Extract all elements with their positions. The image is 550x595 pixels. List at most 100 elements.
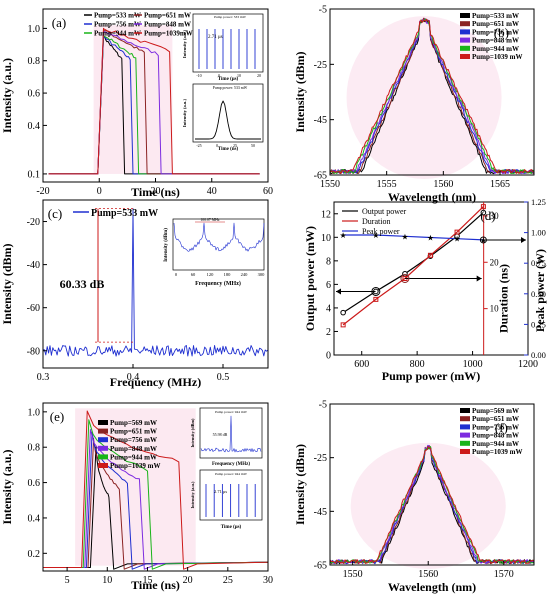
y-tick-label: 2 [326,327,331,338]
legend-swatch [460,37,470,43]
legend-label: Peak power [362,227,400,236]
panel-f: 1550 1560 1570 -65 -45 -25 -5 Wavelength (nm) In… [293,400,535,594]
series-line [342,212,484,314]
legend-label: Pump=533 mW [94,12,141,20]
plot-frame [333,201,529,356]
y-right-axis-label: Peak power (W) [533,249,547,332]
inset-annotation: 55.98 dB [213,432,228,437]
y-right-tick-label: 0.75 [531,258,546,268]
x-axis-label: Pump power (mW) [382,369,480,383]
glow-band [75,408,196,566]
data-point [480,204,486,210]
x-tick-label: 0 [97,186,102,197]
y-tick-label: 6 [326,280,331,291]
inset-tick-label: 0 [218,73,220,78]
x-tick-label: 15 [142,575,152,586]
rf-spectrum-line [42,208,269,357]
y-tick-label: 0.8 [28,443,41,454]
highlight-ring [479,236,487,244]
inset-frame [172,218,265,271]
duration-tick-label: 30 [490,211,500,221]
legend-label: Pump=756 mW [472,423,519,431]
y-tick-label: 0.6 [28,478,41,489]
inset-tick-label: 20 [257,73,261,78]
x-tick-label: 1570 [494,569,514,580]
y-right-tick-label: 1.25 [531,197,546,207]
panel-label: (f) [495,420,508,435]
plot-frame [329,403,535,566]
inset-tick-label: 10 [237,73,241,78]
x-tick-label: 1555 [377,179,397,190]
legend-label: Pump=1039 mW [472,53,522,61]
legend-swatch [460,449,470,454]
series-line [43,431,269,570]
panel-label: (a) [52,15,66,30]
data-point [373,296,379,302]
y-tick-label: 1.0 [28,407,41,418]
y-tick-label: -25 [314,453,327,464]
inset-y-label: Intensity (a.u.) [182,98,187,127]
legend-swatch [460,440,470,446]
legend-label: Pump=533 mW [472,12,519,20]
inset-annotation: 2.71 μs [208,35,223,40]
y-right-tick-label: 0.50 [531,289,546,299]
inset-frame [192,83,264,143]
x-tick-label: 10 [102,575,112,586]
x-axis-label: Time (ns) [131,185,180,199]
x-tick-label: 5 [65,575,70,586]
inset-frame [192,13,264,73]
y-tick-label: 1.0 [28,24,41,35]
duration-tick-label: 20 [490,257,500,267]
panel-label: (c) [48,206,62,221]
x-tick-label: 1565 [490,179,510,190]
series-line [43,410,269,570]
legend-label: Pump=944 mW [94,30,141,38]
panel-b: 1550 1555 1560 1565 -65 -45 -25 -5 Wavelength (n… [293,5,535,204]
x-tick-label: 20 [151,186,161,197]
x-tick-label: 20 [183,575,193,586]
panel-d: 102030★★★★★★600800100012000246810120.000… [303,197,547,383]
legend-label: Pump=848 mW [472,432,519,440]
x-tick-label: 600 [354,359,369,370]
x-tick-label: 0.4 [127,372,140,383]
x-tick-label: 0.5 [217,372,230,383]
pulse-shape [195,100,261,140]
y-tick-label: -80 [27,346,40,357]
series-line [329,18,535,174]
x-tick-label: 25 [223,575,233,586]
highlight-ring [371,286,381,296]
panel-c: 0.3 0.4 0.5 -80 -60 -40 -20 Frequency (MHz) Inte… [0,199,269,389]
arrow-head [476,275,482,282]
data-point: ★ [453,235,460,244]
y-tick-label: 0.4 [28,513,41,524]
y-axis-label: Intensity (dBm) [293,444,307,525]
x-tick-label: 1560 [433,179,453,190]
data-point [340,309,346,316]
x-axis-label: Time (ns) [131,578,180,592]
x-tick-label: 1560 [418,569,438,580]
legend-swatch [98,445,108,451]
inset-tick-label: 180 [224,272,232,277]
data-point: ★ [372,231,379,240]
x-tick-label: 1550 [320,179,340,190]
legend-label: Pump=1039mW [144,30,193,38]
series-line [48,29,260,175]
series-line [48,34,260,175]
legend-label: Duration [362,217,390,226]
legend-swatch [98,454,108,460]
inset-y-label: Intensity (a.u.) [190,481,195,508]
y-tick-label: -60 [27,303,40,314]
x-tick-label: 1200 [518,359,538,370]
y-tick-label: 0.6 [28,89,41,100]
inset-tick-label: -10 [196,73,201,78]
inset-tick-label: -25 [196,143,201,148]
y-tick-label: -65 [314,171,327,182]
legend-label: Pump=651 mW [110,428,157,436]
inset-tick-label: 300 [258,272,266,277]
inset-tick-label: 0 [175,272,178,277]
panel-label: (d) [480,208,495,223]
x-tick-label: 40 [207,186,217,197]
x-tick-label: -20 [36,186,49,197]
legend-swatch [460,416,470,422]
